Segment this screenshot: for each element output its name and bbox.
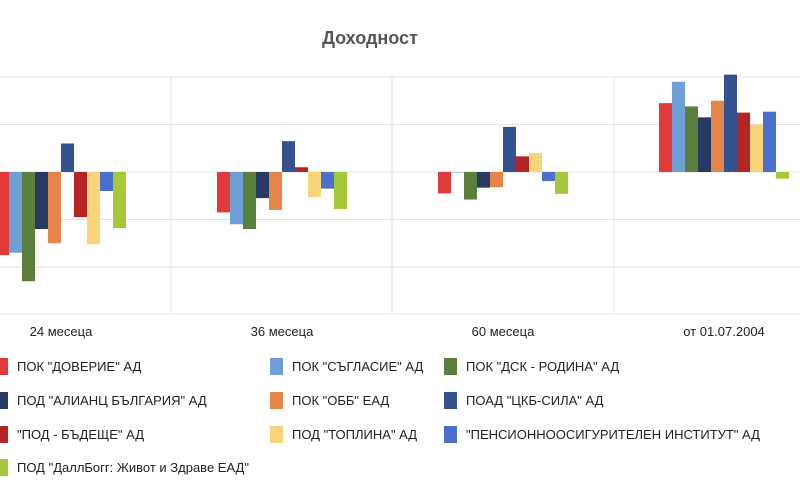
legend-item: ПОАД "ЦКБ-СИЛА" АД [444,390,603,410]
bar [542,172,555,182]
legend-label: ПОД "АЛИАНЦ БЪЛГАРИЯ" АД [17,392,207,408]
legend-item: ПОД "ТОПЛИНА" АД [270,424,417,444]
bar [659,103,672,172]
legend-label: ПОД "ДаллБогг: Живот и Здраве ЕАД" [17,459,249,475]
bar [464,172,477,200]
bars [0,74,789,282]
bar [35,172,48,229]
x-tick-label: 24 месеца [30,324,93,339]
legend-swatch [0,458,8,476]
legend-swatch [444,357,457,375]
legend-swatch [444,425,457,443]
legend-swatch [444,391,457,409]
legend-item: "ПЕНСИОННООСИГУРИТЕЛЕН ИНСТИТУТ" АД [444,424,760,444]
legend-item: ПОД "АЛИАНЦ БЪЛГАРИЯ" АД [0,390,207,410]
legend-item: ПОД "ДаллБогг: Живот и Здраве ЕАД" [0,457,249,477]
legend-swatch [0,391,8,409]
bar [438,172,451,194]
legend-label: ПОК "ДОВЕРИЕ" АД [17,358,142,374]
x-tick-label: 60 месеца [472,324,535,339]
bar [256,172,269,199]
legend-label: ПОД "ТОПЛИНА" АД [292,426,418,442]
legend-label: "ПОД - БЪДЕЩЕ" АД [17,426,144,442]
bar [750,124,763,172]
bar [308,172,321,198]
bar [87,172,100,245]
bar [230,172,243,225]
bar [48,172,61,244]
x-axis-labels: 24 месеца 36 месеца 60 месеца от 01.07.2004 [30,324,765,339]
bar [672,81,685,172]
bar [711,100,724,172]
legend-label: ПОК "ДСК - РОДИНА" АД [466,358,620,374]
bar [555,172,568,194]
legend-label: ПОК "ОББ" ЕАД [292,392,390,408]
bar-chart: 24 месеца 36 месеца 60 месеца от 01.07.2004 [0,74,800,339]
bar [490,172,503,188]
legend-item: ПОК "ДСК - РОДИНА" АД [444,356,619,376]
bar [334,172,347,210]
legend-item: ПОК "ОББ" ЕАД [270,390,389,410]
legend-item: ПОК "СЪГЛАСИЕ" АД [270,356,423,376]
bar [737,112,750,172]
legend-label: ПОК "СЪГЛАСИЕ" АД [292,358,424,374]
bar [698,117,711,172]
bar [113,172,126,229]
legend-swatch [0,357,8,375]
x-tick-label: от 01.07.2004 [683,324,765,339]
legend-label: "ПЕНСИОННООСИГУРИТЕЛЕН ИНСТИТУТ" АД [466,426,760,442]
bar [763,111,776,172]
chart-title: Доходност [322,28,418,48]
bar [477,172,490,188]
bar [100,172,113,191]
bar [74,172,87,218]
bar [22,172,35,282]
legend-item: ПОК "ДОВЕРИЕ" АД [0,356,141,376]
legend-item: "ПОД - БЪДЕЩЕ" АД [0,424,144,444]
bar [282,141,295,172]
legend-swatch [270,357,283,375]
bar [269,172,282,210]
bar [321,172,334,189]
legend-swatch [270,391,283,409]
legend-label: ПОАД "ЦКБ-СИЛА" АД [466,392,604,408]
bar [776,172,789,179]
bar [217,172,230,213]
legend-swatch [270,425,283,443]
bar [516,156,529,172]
bar [685,106,698,172]
bar [724,74,737,172]
bar [451,172,464,173]
bar [503,126,516,172]
bar [0,172,9,256]
x-tick-label: 36 месеца [251,324,314,339]
legend-swatch [0,425,8,443]
bar [295,167,308,172]
bar [243,172,256,229]
bar [9,172,22,253]
bar [529,153,542,172]
bar [61,143,74,172]
legend: ПОК "ДОВЕРИЕ" АД ПОК "СЪГЛАСИЕ" АД ПОК "ДС… [0,350,800,490]
